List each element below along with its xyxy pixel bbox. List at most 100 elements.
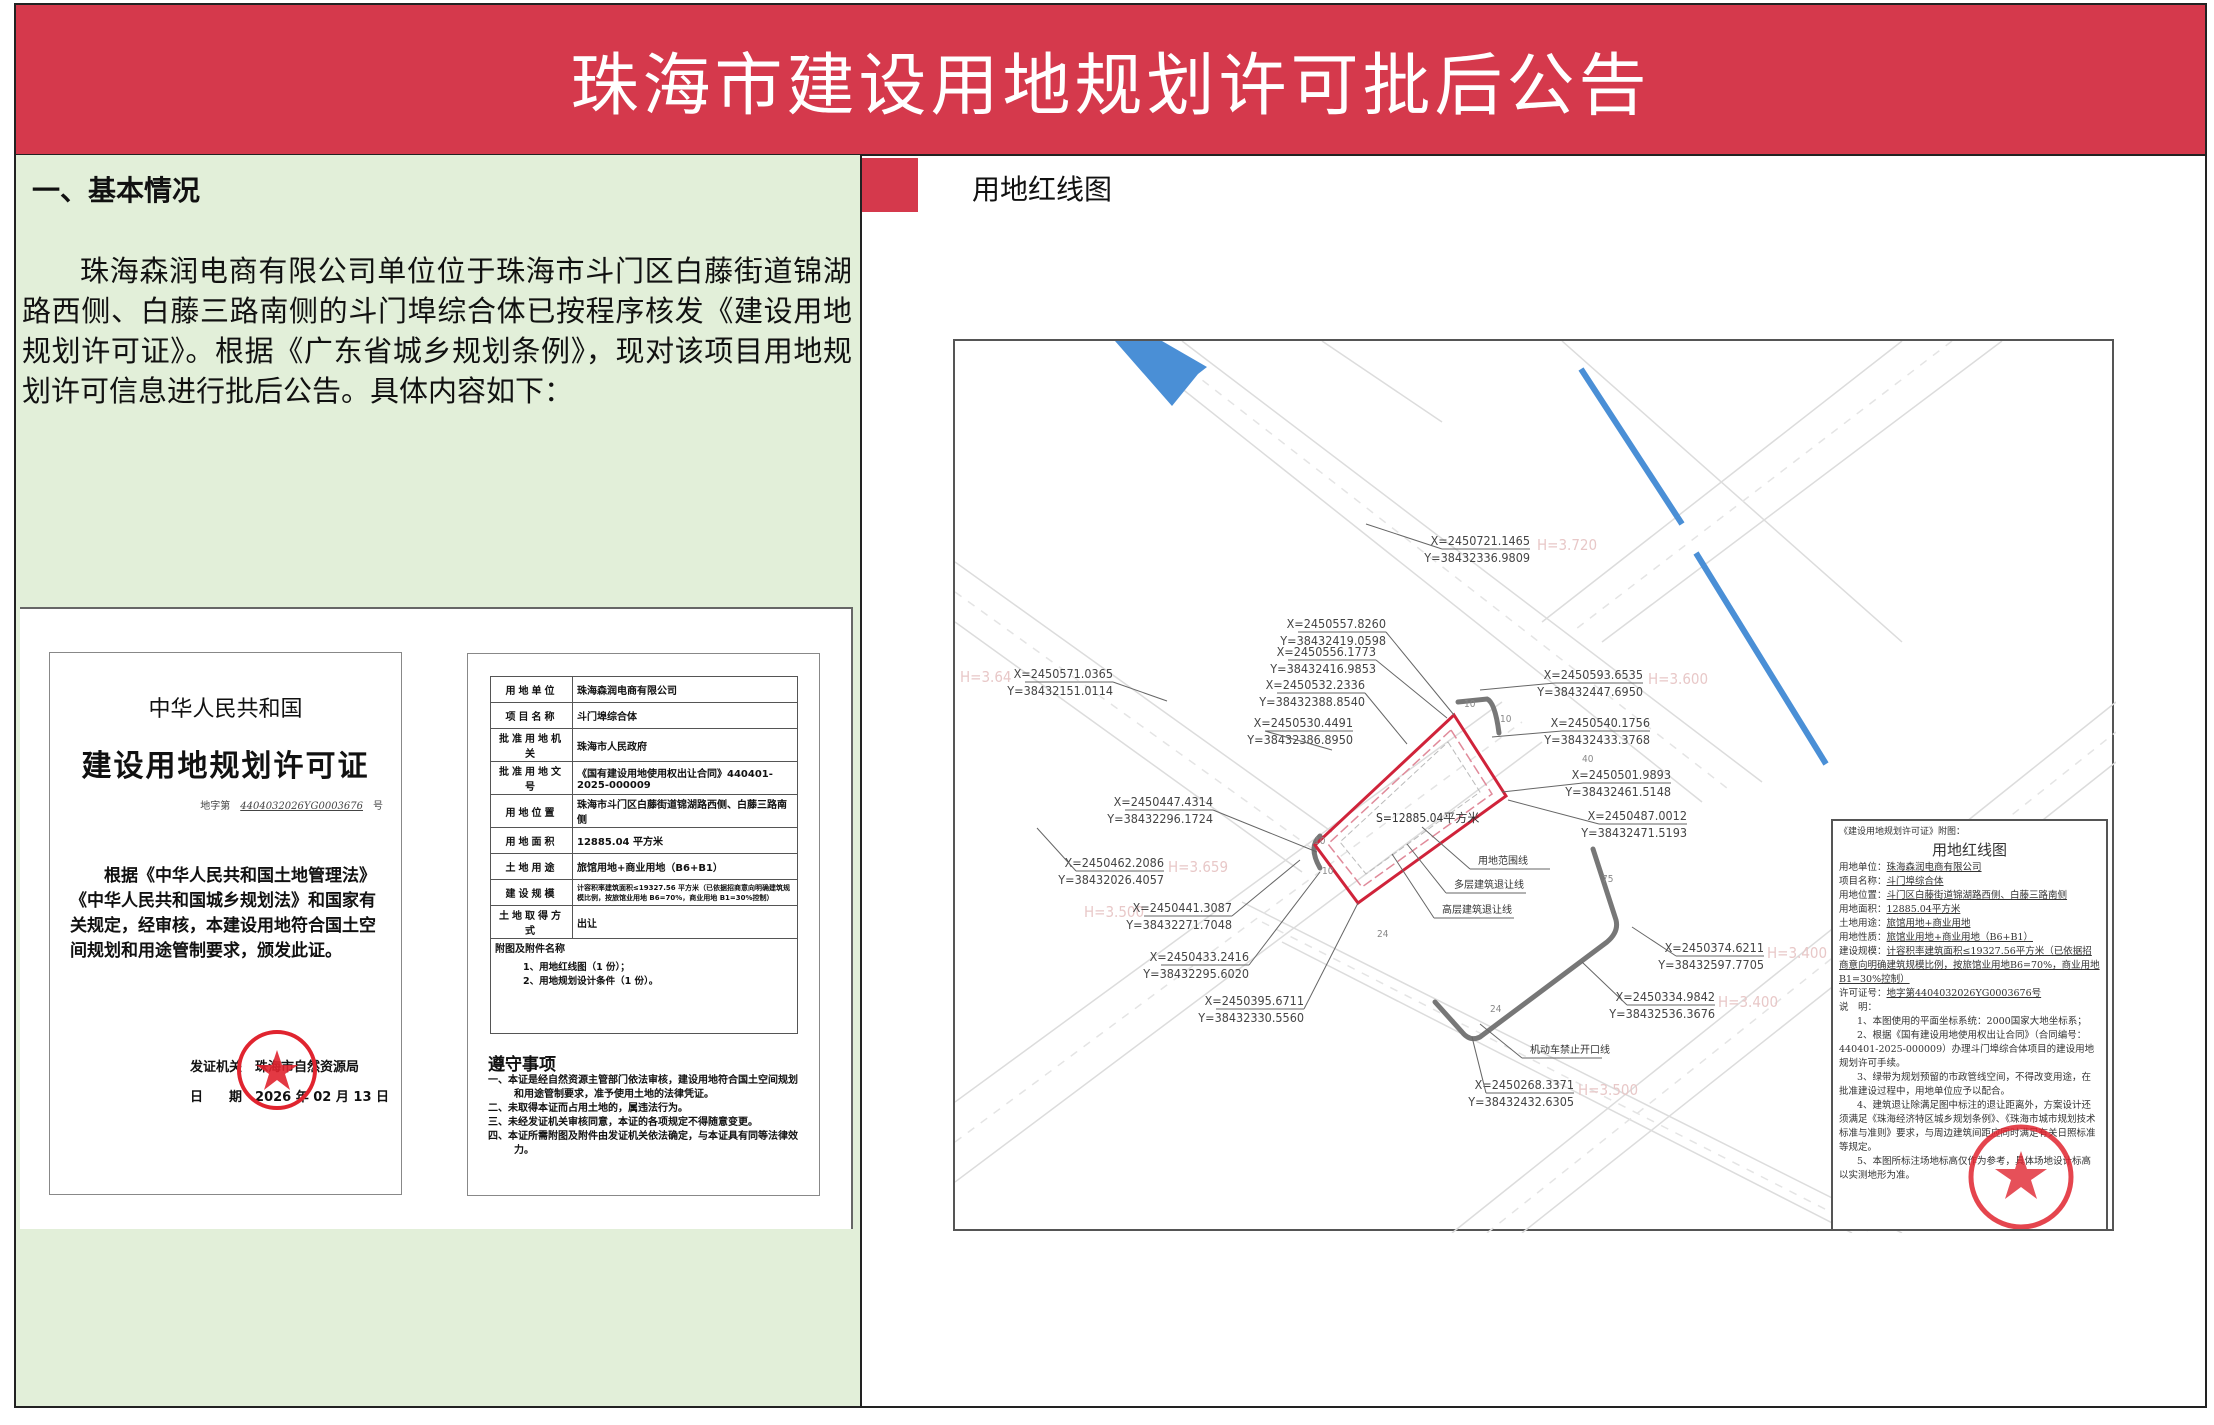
multi-storey-setback [1326, 728, 1494, 889]
elevation-label: H=3.500 [1084, 903, 1144, 921]
water-channel-right-b [1693, 551, 1829, 766]
number-suffix: 号 [373, 801, 383, 812]
site-area-label: S=12885.04平方米 [1376, 810, 1479, 825]
coord-y: Y=38432271.7048 [1125, 917, 1232, 932]
obey-item: 四、本证所需附图及附件由发证机关依法确定，与本证具有同等法律效力。 [488, 1131, 798, 1156]
obey-item: 三、未经发证机关审核同意，本证的各项规定不得随意变更。 [488, 1117, 758, 1128]
row-label: 项目名称 [490, 702, 573, 729]
leader-line [1231, 859, 1301, 917]
leader-line [1501, 782, 1584, 793]
elevation-label: H=3.659 [1168, 858, 1228, 876]
legend-row: 土地用途：旅馆用地+商业用地 [1839, 917, 2100, 931]
row-value: 计容积率建筑面积≤19327.56 平方米（已依据招商意向明确建筑规模比例，按旅… [572, 879, 798, 906]
coord-x: X=2450593.6535 [1544, 667, 1643, 682]
leader-line [1303, 902, 1359, 1010]
legend-title: 用地红线图 [1931, 841, 2007, 859]
coord-y: Y=38432386.8950 [1246, 732, 1353, 747]
page-header: 珠海市建设用地规划许可批后公告 [14, 3, 2207, 156]
notes-label: 说 明： [1839, 1002, 1878, 1013]
coord-x: X=2450501.9893 [1572, 767, 1671, 782]
legend-row: 许可证号：地字第4404032026YG0003676号 [1839, 987, 2100, 1001]
leader-line [1385, 631, 1455, 716]
attachments-label: 附图及附件名称 [495, 944, 565, 955]
legend-key: 用地性质： [1839, 932, 1887, 943]
coordinate-label: X=2450532.2336 Y=38432388.8540 [1258, 677, 1408, 745]
coord-y: Y=38432432.6305 [1467, 1094, 1574, 1109]
dimension-label: 10 [1500, 714, 1512, 725]
elevation-label: H=3.500 [1578, 1081, 1638, 1099]
water-channel-right-a [1578, 367, 1685, 526]
coord-y: Y=38432419.0598 [1279, 633, 1386, 648]
certificate-row: 土地用途 旅馆用地+商业用地（B6+B1） [490, 853, 798, 880]
coord-y: Y=38432388.8540 [1258, 694, 1365, 709]
legend-row: 建设规模：计容积率建筑面积≤19327.56平方米（已依据招商意向明确建筑规模比… [1839, 945, 2100, 987]
number-value: 4404032026YG0003676 [240, 801, 363, 812]
row-label: 批准用地文号 [490, 761, 573, 795]
leader-line [1631, 926, 1677, 957]
line-type-label: 多层建筑退让线 [1406, 843, 1526, 894]
coordinate-label: X=2450501.9893 Y=38432461.5148 [1501, 767, 1671, 799]
official-seal-icon [237, 1030, 317, 1110]
coord-x: X=2450557.8260 [1287, 616, 1386, 631]
certificate-row: 用地位置 珠海市斗门区白藤街道锦湖路西侧、白藤三路南侧 [490, 794, 798, 828]
coord-y: Y=38432597.7705 [1657, 957, 1764, 972]
high-rise-setback [1339, 741, 1481, 875]
coordinate-label: X=2450441.3087 Y=38432271.7048 [1125, 859, 1301, 932]
legend-row: 用地单位：珠海森润电商有限公司 [1839, 861, 2100, 875]
obey-item: 二、未取得本证而占用土地的，属违法行为。 [488, 1103, 688, 1114]
section-heading: 一、基本情况 [32, 174, 201, 207]
coord-y: Y=38432336.9809 [1423, 550, 1530, 565]
legend-value: 珠海森润电商有限公司 [1886, 862, 1982, 873]
row-value: 珠海市人民政府 [572, 728, 798, 762]
elevation-label: H=3.400 [1718, 993, 1778, 1011]
elevation-label: H=3.400 [1767, 944, 1827, 962]
coordinate-label: X=2450593.6535 Y=38432447.6950 [1479, 667, 1643, 699]
line-type-text: 用地范围线 [1478, 854, 1528, 867]
certificate-body: 根据《中华人民共和国土地管理法》《中华人民共和国城乡规划法》和国家有关规定，经审… [70, 866, 376, 961]
legend-key: 用地面积： [1839, 904, 1887, 915]
certificate-row: 批准用地文号 《国有建设用地使用权出让合同》440401-2025-000009 [490, 761, 798, 795]
attachment-item: 2、用地规划设计条件（1 份）。 [523, 976, 659, 987]
date-value: 2026 年 02 月 13 日 [255, 1090, 390, 1105]
legend-key: 许可证号： [1839, 988, 1887, 999]
coord-y: Y=38432296.1724 [1106, 811, 1213, 826]
elevation-label: H=3.600 [1648, 670, 1708, 688]
line-type-text: 机动车禁止开口线 [1530, 1043, 1610, 1056]
certificate-cover: 中华人民共和国 建设用地规划许可证 地字第 4404032026YG0003676… [49, 652, 402, 1195]
line-type-label: 高层建筑退让线 [1391, 853, 1514, 919]
coordinate-label: X=2450530.4491 Y=38432386.8950 [1246, 715, 1353, 751]
row-value: 珠海森润电商有限公司 [572, 676, 798, 703]
official-seal-icon [1968, 1124, 2074, 1229]
coordinate-label: X=2450487.0012 Y=38432471.5193 [1507, 799, 1687, 840]
leader-line [1248, 871, 1321, 966]
coord-x: X=2450268.3371 [1475, 1077, 1574, 1092]
certificate-row: 用地单位 珠海森润电商有限公司 [490, 676, 798, 703]
legend-key: 用地位置： [1839, 890, 1887, 901]
no-opening-lines [1311, 696, 1620, 1042]
obey-list: 一、本证是经自然资源主管部门依法审核，建设用地符合国土空间规划和用途管制要求，准… [488, 1074, 806, 1158]
coordinate-label: X=2450374.6211 Y=38432597.7705 [1631, 926, 1764, 972]
certificate-row: 建设规模 计容积率建筑面积≤19327.56 平方米（已依据招商意向明确建筑规模比… [490, 879, 798, 906]
coord-x: X=2450721.1465 [1431, 533, 1530, 548]
coord-x: X=2450540.1756 [1551, 715, 1650, 730]
elevation-label: H=3.720 [1537, 536, 1597, 554]
map-info-box: 《建设用地规划许可证》附图： 用地红线图 用地单位：珠海森润电商有限公司 项目名称… [1831, 819, 2108, 1231]
coord-x: X=2450374.6211 [1665, 940, 1764, 955]
water-channel-top [1115, 341, 1207, 406]
line-type-label: 用地范围线 [1421, 826, 1550, 870]
page-title: 珠海市建设用地规划许可批后公告 [570, 47, 1651, 126]
no-opening-line-top [1455, 696, 1502, 736]
legend-key: 项目名称： [1839, 876, 1887, 887]
row-label: 用地位置 [490, 794, 573, 828]
row-value: 斗门埠综合体 [572, 702, 798, 729]
legend-row: 项目名称：斗门埠综合体 [1839, 875, 2100, 889]
coord-x: X=2450447.4314 [1114, 794, 1213, 809]
row-label: 建设规模 [490, 879, 573, 906]
coord-y: Y=38432461.5148 [1564, 784, 1671, 799]
coord-y: Y=38432151.0114 [1006, 683, 1113, 698]
redline-panel [862, 155, 2207, 1408]
legend-key: 用地单位： [1839, 862, 1887, 873]
row-value: 12885.04 平方米 [572, 827, 798, 854]
attachment-item: 1、用地红线图（1 份）； [523, 962, 630, 973]
roads [954, 340, 2117, 1234]
